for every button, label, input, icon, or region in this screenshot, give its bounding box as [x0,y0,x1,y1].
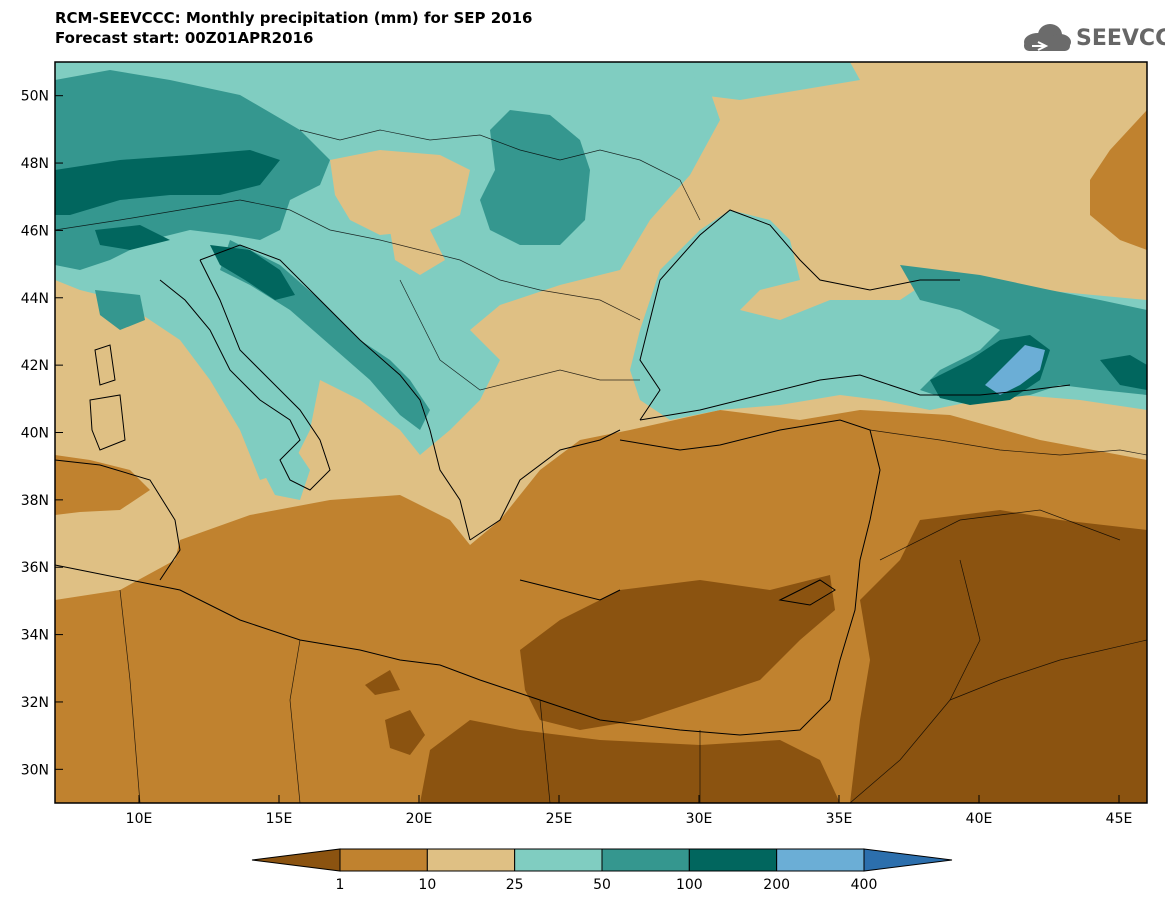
colorbar-lower-triangle [251,848,341,872]
class-25-50-area-north [690,62,860,100]
seevccc-logo: SEEVCCC [1018,22,1165,56]
lat-tick-label: 38N [21,493,49,509]
colorbar: 1 10 25 50 100 200 400 [251,848,953,893]
colorbar-box [426,848,516,872]
class-10-25-inclusion-hungary [330,150,470,235]
class-under-1-area-east [850,510,1147,803]
chart-title-block: RCM-SEEVCCC: Monthly precipitation (mm) … [55,8,532,48]
coastlines [55,209,1071,736]
colorbar-box [514,848,603,872]
class-50-100-area-carpathians [480,110,590,245]
lon-tick-label: 45E [1106,811,1133,827]
precipitation-field [55,62,1147,803]
colorbar-box [688,848,778,872]
colorbar-box [776,848,865,872]
class-200-400-area [985,345,1045,395]
map-title: RCM-SEEVCCC: Monthly precipitation (mm) … [55,9,533,27]
lat-tick-label: 42N [21,358,49,374]
colorbar-level-label: 50 [593,877,611,893]
lat-tick-label: 50N [21,89,49,105]
lat-tick-label: 34N [21,628,49,644]
class-100-200-area-alps2 [95,225,170,250]
class-100-200-area-alps [55,150,280,215]
axis-ticks: 10E 15E 20E 25E 30E 35E 40E 45E 30N 32N 34N 36N 38N 4… [21,89,1133,827]
forecast-start-label: Forecast start: 00Z01APR2016 [55,29,314,47]
lon-tick-label: 10E [126,811,153,827]
colorbar-level-label: 1 [336,877,345,893]
lat-tick-label: 36N [21,560,49,576]
class-under-1-area-libya [385,710,425,755]
lat-tick-label: 44N [21,291,49,307]
lon-tick-label: 15E [266,811,293,827]
colorbar-box [339,848,428,872]
class-under-1-area [520,575,835,730]
lon-tick-label: 25E [546,811,573,827]
colorbar-box [601,848,690,872]
colorbar-upper-triangle [863,848,953,872]
country-borders [55,129,1147,803]
colorbar-level-label: 25 [506,877,524,893]
class-10-25-inclusion-balkans [390,230,445,275]
class-50-100-area-italy [95,290,145,330]
lon-tick-label: 35E [826,811,853,827]
class-under-1-area-south [420,720,840,803]
lat-tick-label: 46N [21,223,49,239]
lon-tick-label: 30E [686,811,713,827]
class-1-10-area-east [1090,110,1147,250]
logo-text: SEEVCCC [1076,26,1165,51]
lat-tick-label: 48N [21,156,49,172]
cloud-icon [1024,24,1071,51]
colorbar-level-label: 400 [851,877,878,893]
class-under-1-area-libya2 [365,670,400,695]
class-100-200-area-dinaric [210,245,295,300]
lon-tick-label: 40E [966,811,993,827]
colorbar-level-label: 200 [763,877,790,893]
class-1-10-area-west [55,455,150,515]
lon-tick-label: 20E [406,811,433,827]
lat-tick-label: 40N [21,426,49,442]
class-100-200-area-east [1100,355,1147,390]
lat-tick-label: 32N [21,695,49,711]
colorbar-level-label: 100 [676,877,703,893]
lat-tick-label: 30N [21,762,49,778]
colorbar-level-label: 10 [418,877,436,893]
